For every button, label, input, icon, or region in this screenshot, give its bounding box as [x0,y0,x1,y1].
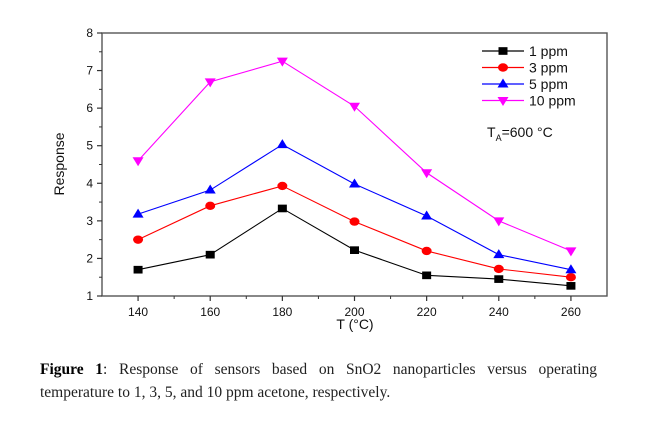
annotation-main: T [487,124,496,140]
y-tick-label: 7 [86,64,93,78]
data-point [133,265,143,274]
data-point [276,57,288,67]
data-point [349,102,360,112]
annotation-sub: A [496,133,502,143]
data-point [565,264,577,274]
series-5-ppm [132,139,577,274]
data-point [132,157,144,167]
data-point [494,275,504,283]
annotation-annealing-temp: TA=600 °C [487,124,553,143]
caption-label: Figure 1 [40,361,104,378]
annotation-rest: =600 °C [502,124,553,140]
data-point [349,217,360,226]
data-point [276,139,288,149]
y-tick-label: 4 [86,176,93,190]
legend-label: 3 ppm [529,60,568,76]
data-point [493,249,505,259]
series-line [137,185,571,278]
x-tick-label: 180 [272,305,292,319]
legend-item: 1 ppm [482,43,568,59]
x-tick-label: 140 [128,305,148,319]
data-point [421,169,433,179]
data-point [421,246,432,256]
data-point [205,201,216,211]
legend-label: 1 ppm [529,43,568,59]
data-point [349,178,360,188]
data-point [421,210,433,220]
legend-marker [498,63,508,72]
data-point [277,204,287,213]
legend-item: 10 ppm [482,93,576,109]
figure-caption: Figure 1: Response of sensors based on S… [40,358,597,404]
data-point [565,273,576,282]
series-10-ppm [132,57,577,257]
legend-label: 5 ppm [529,76,568,92]
x-tick-label: 220 [417,305,437,319]
y-tick-label: 1 [86,289,93,303]
x-axis-label: T (°C) [336,316,373,332]
y-axis-label: Response [51,132,67,195]
y-tick-label: 5 [86,139,93,153]
data-point [204,184,216,194]
data-point [422,271,432,280]
data-point [133,235,144,244]
legend-item: 5 ppm [482,76,568,92]
data-point [350,246,359,254]
data-point [204,78,216,88]
series-3-ppm [133,181,576,282]
legend-item: 3 ppm [482,60,568,76]
y-tick-label: 3 [86,214,93,228]
data-point [565,247,577,257]
legend-marker [497,78,509,88]
y-tick-label: 6 [86,101,93,115]
x-tick-label: 160 [200,305,220,319]
data-point [132,208,144,218]
legend-marker [498,47,508,55]
data-point [493,264,504,274]
legend-marker [497,97,509,106]
y-tick-label: 8 [86,26,93,40]
data-point [566,282,576,290]
x-tick-label: 260 [561,305,581,319]
legend-label: 10 ppm [529,93,576,109]
data-point [205,250,215,259]
data-point [277,181,288,191]
y-tick-label: 2 [86,251,93,265]
data-point [493,217,505,227]
series-1-ppm [133,204,576,290]
x-tick-label: 240 [489,305,509,319]
x-tick-label: 200 [344,305,364,319]
caption-text: : Response of sensors based on SnO2 nano… [40,361,597,401]
